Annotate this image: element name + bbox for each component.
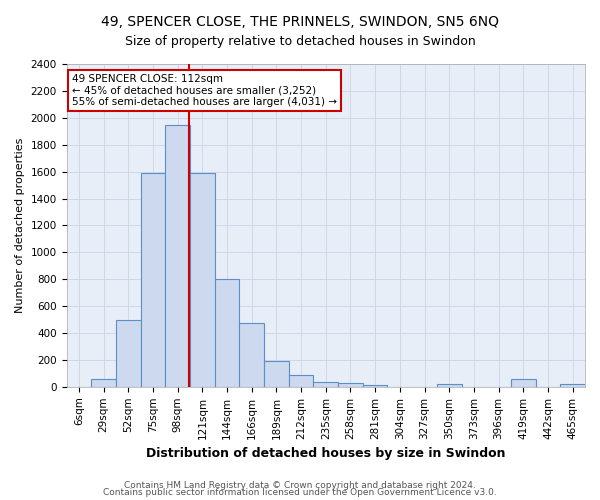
Bar bbox=[239, 323, 264, 387]
Text: Contains HM Land Registry data © Crown copyright and database right 2024.: Contains HM Land Registry data © Crown c… bbox=[124, 480, 476, 490]
Bar bbox=[338, 384, 363, 387]
Bar bbox=[215, 279, 239, 387]
Text: Size of property relative to detached houses in Swindon: Size of property relative to detached ho… bbox=[125, 35, 475, 48]
Bar bbox=[190, 173, 215, 387]
Bar bbox=[264, 360, 289, 387]
Bar bbox=[289, 374, 313, 387]
Bar bbox=[91, 378, 116, 387]
Bar bbox=[313, 382, 338, 387]
Bar bbox=[116, 320, 140, 387]
Bar bbox=[165, 124, 190, 387]
Bar bbox=[560, 384, 585, 387]
Y-axis label: Number of detached properties: Number of detached properties bbox=[15, 138, 25, 313]
Text: 49, SPENCER CLOSE, THE PRINNELS, SWINDON, SN5 6NQ: 49, SPENCER CLOSE, THE PRINNELS, SWINDON… bbox=[101, 15, 499, 29]
Bar bbox=[437, 384, 461, 387]
Bar bbox=[140, 173, 165, 387]
Text: 49 SPENCER CLOSE: 112sqm
← 45% of detached houses are smaller (3,252)
55% of sem: 49 SPENCER CLOSE: 112sqm ← 45% of detach… bbox=[72, 74, 337, 107]
Bar bbox=[363, 385, 388, 387]
Text: Contains public sector information licensed under the Open Government Licence v3: Contains public sector information licen… bbox=[103, 488, 497, 497]
X-axis label: Distribution of detached houses by size in Swindon: Distribution of detached houses by size … bbox=[146, 447, 506, 460]
Bar bbox=[511, 378, 536, 387]
